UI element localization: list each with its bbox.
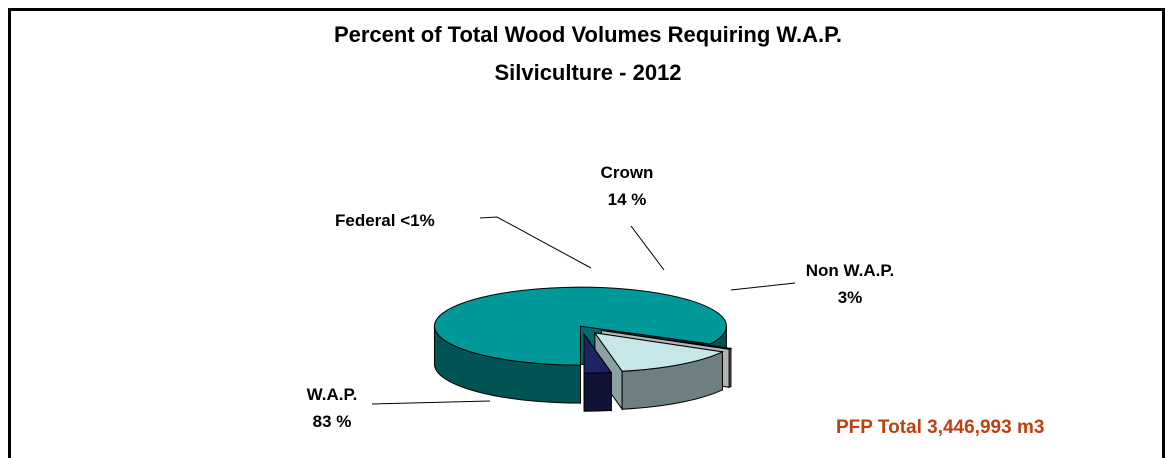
slice-non-w-a-p	[583, 332, 613, 413]
leader-wap	[371, 400, 491, 405]
slice-crown	[593, 331, 725, 411]
label-federal: Federal <1%	[335, 207, 435, 234]
pfp-total-annotation: PFP Total 3,446,993 m3	[836, 417, 1045, 438]
label-wap-value: 83 %	[312, 412, 352, 431]
leader-lines	[371, 216, 796, 405]
label-wap-name: W.A.P.	[306, 385, 358, 404]
label-wap: W.A.P. 83 %	[280, 381, 384, 435]
label-crown-name: Crown	[600, 163, 654, 182]
chart-title: Percent of Total Wood Volumes Requiring …	[333, 22, 843, 47]
chart-subtitle: Silviculture - 2012	[494, 60, 682, 85]
leader-federal	[479, 216, 592, 269]
pie-slices	[433, 286, 733, 413]
label-crown-value: 14 %	[607, 190, 647, 209]
label-non-wap-name: Non W.A.P.	[805, 261, 895, 280]
label-crown: Crown 14 %	[568, 159, 686, 213]
label-federal-name: Federal	[335, 211, 396, 230]
label-federal-value: <1%	[400, 211, 435, 230]
leader-non-wap	[730, 282, 796, 291]
label-non-wap-value: 3%	[837, 288, 863, 307]
leader-crown	[630, 225, 665, 271]
label-non-wap: Non W.A.P. 3%	[788, 257, 912, 311]
